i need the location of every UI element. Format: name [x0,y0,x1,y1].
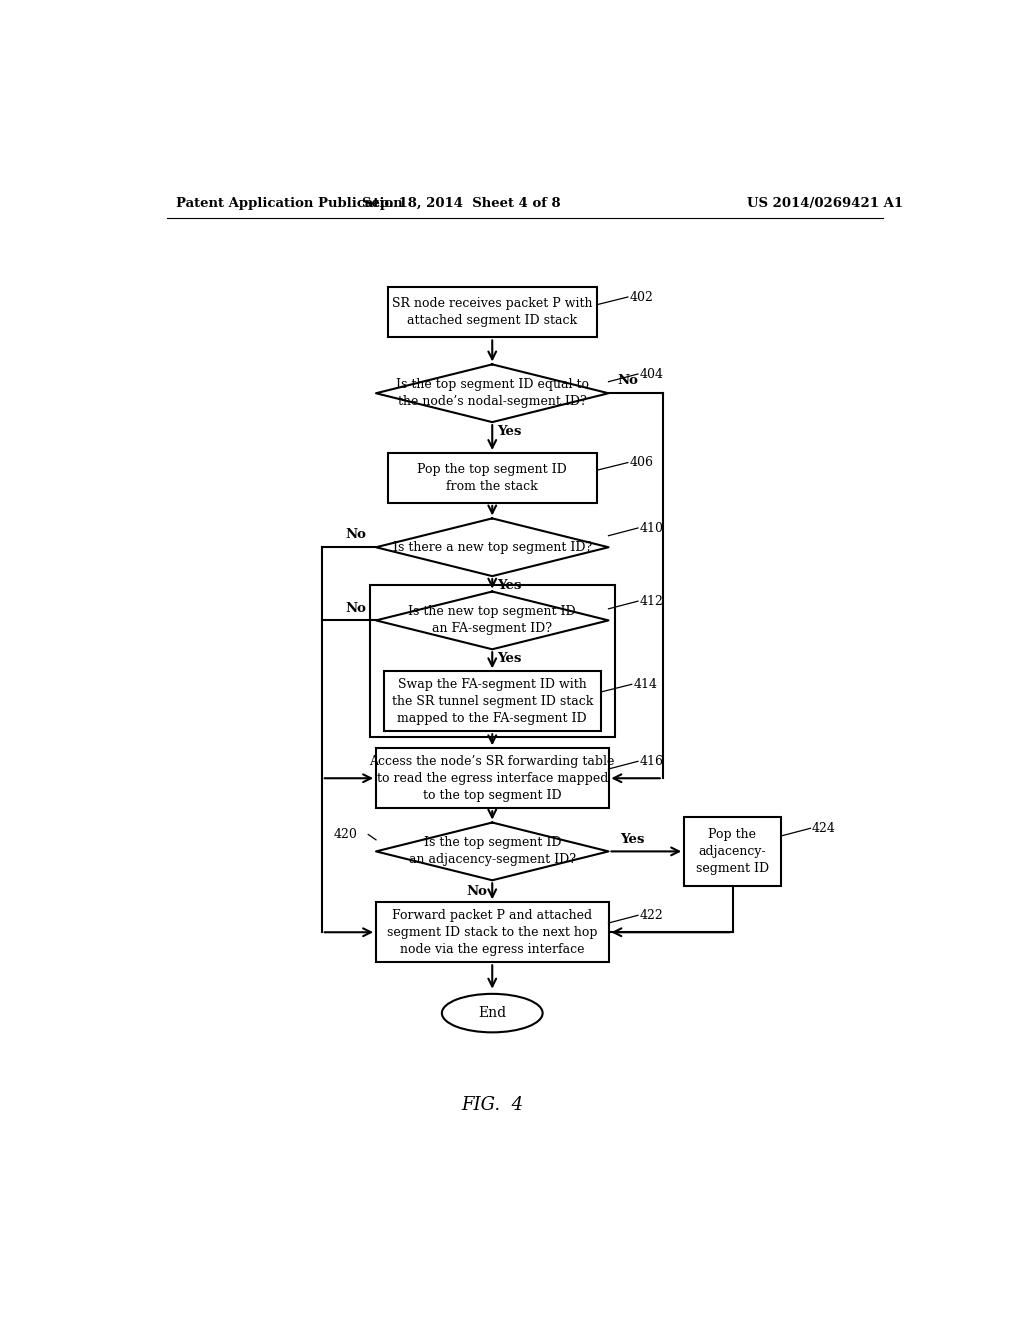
Text: Yes: Yes [497,425,521,438]
Text: 422: 422 [640,908,664,921]
Ellipse shape [442,994,543,1032]
Text: 416: 416 [640,755,664,768]
Text: Patent Application Publication: Patent Application Publication [176,197,402,210]
Text: 404: 404 [640,367,664,380]
Text: Yes: Yes [497,652,521,665]
Text: Is there a new top segment ID?: Is there a new top segment ID? [392,541,592,554]
Text: Access the node’s SR forwarding table
to read the egress interface mapped
to the: Access the node’s SR forwarding table to… [370,755,615,801]
Text: US 2014/0269421 A1: US 2014/0269421 A1 [748,197,903,210]
Bar [388,453,597,503]
Bar [684,817,781,886]
Text: 406: 406 [630,455,653,469]
Text: 402: 402 [630,290,653,304]
Text: FIG.  4: FIG. 4 [461,1097,523,1114]
Text: Swap the FA-segment ID with
the SR tunnel segment ID stack
mapped to the FA-segm: Swap the FA-segment ID with the SR tunne… [391,677,593,725]
Text: 414: 414 [633,677,657,690]
Text: End: End [478,1006,506,1020]
Text: 412: 412 [640,594,664,607]
Text: Is the top segment ID equal to
the node’s nodal-segment ID?: Is the top segment ID equal to the node’… [395,379,589,408]
Text: 410: 410 [640,521,664,535]
Text: Is the top segment ID
an adjacency-segment ID?: Is the top segment ID an adjacency-segme… [409,837,575,866]
Bar [376,903,608,962]
Text: Yes: Yes [621,833,644,846]
Text: Pop the
adjacency-
segment ID: Pop the adjacency- segment ID [696,828,769,875]
Bar [376,748,608,808]
Text: No: No [346,528,367,541]
Text: Is the new top segment ID
an FA-segment ID?: Is the new top segment ID an FA-segment … [409,606,577,635]
Text: No: No [346,602,367,615]
Text: SR node receives packet P with
attached segment ID stack: SR node receives packet P with attached … [392,297,593,327]
Text: 420: 420 [334,828,357,841]
Text: No: No [617,375,639,388]
Bar [388,288,597,338]
Bar [370,585,614,738]
Text: Sep. 18, 2014  Sheet 4 of 8: Sep. 18, 2014 Sheet 4 of 8 [361,197,560,210]
Text: 424: 424 [812,822,836,834]
Bar [384,671,601,731]
Text: Yes: Yes [497,579,521,591]
Text: Pop the top segment ID
from the stack: Pop the top segment ID from the stack [418,463,567,492]
Text: No: No [466,884,487,898]
Text: Forward packet P and attached
segment ID stack to the next hop
node via the egre: Forward packet P and attached segment ID… [387,908,597,956]
